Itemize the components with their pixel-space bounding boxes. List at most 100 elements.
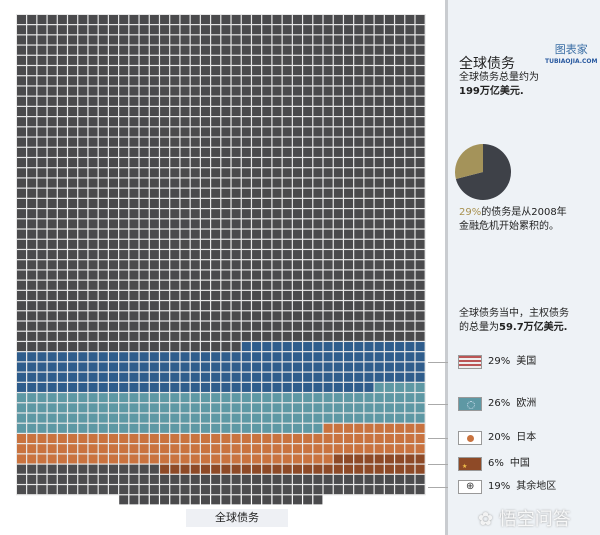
waffle-cell (292, 423, 302, 433)
waffle-cell (200, 485, 210, 495)
waffle-cell (37, 311, 47, 321)
waffle-cell (57, 137, 67, 147)
waffle-cell (292, 127, 302, 137)
waffle-cell (27, 372, 37, 382)
waffle-cell (139, 270, 149, 280)
waffle-cell (211, 239, 221, 249)
waffle-cell (405, 15, 415, 25)
waffle-cell (364, 168, 374, 178)
waffle-cell (88, 188, 98, 198)
waffle-cell (68, 188, 78, 198)
waffle-cell (27, 352, 37, 362)
waffle-cell (384, 485, 394, 495)
waffle-cell (139, 127, 149, 137)
waffle-cell (262, 454, 272, 464)
waffle-cell (200, 219, 210, 229)
waffle-cell (231, 127, 241, 137)
waffle-cell (354, 137, 364, 147)
waffle-cell (108, 117, 118, 127)
waffle-cell (27, 76, 37, 86)
waffle-cell (374, 321, 384, 331)
waffle-cell (190, 321, 200, 331)
waffle-cell (78, 178, 88, 188)
waffle-cell (57, 301, 67, 311)
waffle-cell (139, 106, 149, 116)
waffle-cell (180, 393, 190, 403)
waffle-cell (180, 444, 190, 454)
waffle-cell (37, 45, 47, 55)
waffle-cell (374, 485, 384, 495)
waffle-cell (364, 86, 374, 96)
waffle-cell (160, 25, 170, 35)
waffle-cell (190, 393, 200, 403)
waffle-cell (292, 495, 302, 505)
waffle-cell (68, 158, 78, 168)
waffle-cell (344, 86, 354, 96)
waffle-cell (98, 86, 108, 96)
waffle-cell (364, 15, 374, 25)
waffle-cell (415, 362, 425, 372)
waffle-cell (27, 331, 37, 341)
waffle-cell (292, 413, 302, 423)
waffle-cell (364, 35, 374, 45)
waffle-cell (108, 260, 118, 270)
waffle-cell (139, 66, 149, 76)
waffle-cell (129, 485, 139, 495)
waffle-cell (129, 178, 139, 188)
waffle-cell (313, 474, 323, 484)
waffle-cell (333, 311, 343, 321)
waffle-cell (241, 209, 251, 219)
waffle-cell (47, 331, 57, 341)
waffle-cell (231, 280, 241, 290)
waffle-cell (384, 198, 394, 208)
waffle-cell (262, 35, 272, 45)
waffle-cell (364, 321, 374, 331)
waffle-cell (119, 270, 129, 280)
waffle-cell (272, 393, 282, 403)
waffle-cell (344, 362, 354, 372)
waffle-cell (252, 198, 262, 208)
waffle-cell (68, 382, 78, 392)
waffle-cell (241, 250, 251, 260)
waffle-cell (149, 321, 159, 331)
waffle-cell (129, 464, 139, 474)
waffle-cell (405, 25, 415, 35)
waffle-cell (17, 280, 27, 290)
legend-label: 中国 (509, 458, 530, 469)
waffle-cell (415, 393, 425, 403)
waffle-cell (374, 35, 384, 45)
waffle-cell (190, 168, 200, 178)
waffle-cell (415, 321, 425, 331)
waffle-cell (231, 495, 241, 505)
waffle-cell (241, 137, 251, 147)
waffle-cell (252, 229, 262, 239)
waffle-cell (344, 301, 354, 311)
waffle-cell (241, 311, 251, 321)
waffle-cell (374, 372, 384, 382)
waffle-cell (119, 382, 129, 392)
waffle-cell (303, 250, 313, 260)
waffle-cell (160, 86, 170, 96)
waffle-cell (221, 209, 231, 219)
waffle-cell (129, 393, 139, 403)
waffle-cell (333, 321, 343, 331)
waffle-cell (68, 178, 78, 188)
waffle-cell (405, 454, 415, 464)
waffle-cell (200, 168, 210, 178)
waffle-cell (344, 209, 354, 219)
pie-slice-other (455, 144, 511, 200)
waffle-cell (47, 423, 57, 433)
waffle-cell (119, 219, 129, 229)
waffle-cell (37, 485, 47, 495)
waffle-cell (68, 35, 78, 45)
waffle-cell (180, 403, 190, 413)
waffle-cell (149, 178, 159, 188)
waffle-cell (384, 423, 394, 433)
waffle-cell (57, 106, 67, 116)
waffle-cell (374, 270, 384, 280)
waffle-cell (139, 372, 149, 382)
waffle-cell (252, 45, 262, 55)
waffle-cell (354, 362, 364, 372)
waffle-cell (231, 209, 241, 219)
waffle-cell (313, 290, 323, 300)
